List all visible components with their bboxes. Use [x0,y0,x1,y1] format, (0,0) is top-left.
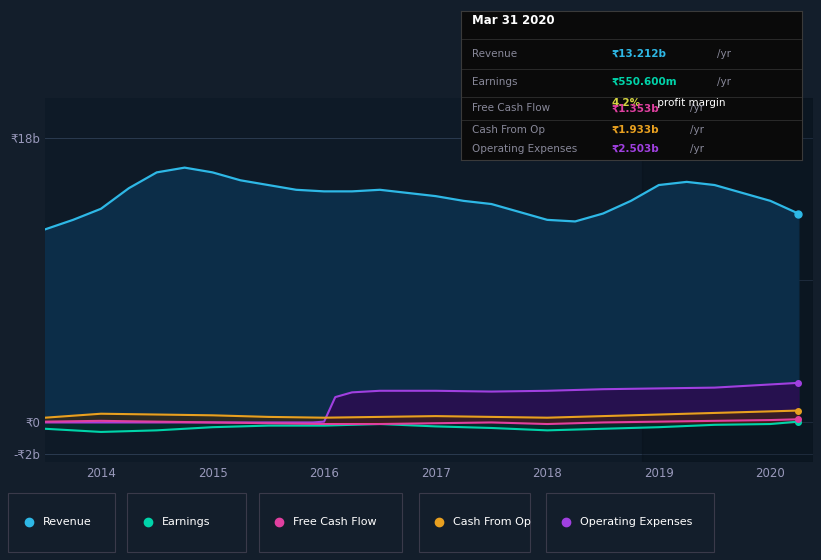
Text: Free Cash Flow: Free Cash Flow [293,517,377,527]
Text: Revenue: Revenue [471,49,516,59]
Bar [642,98,813,462]
Text: 4.2%: 4.2% [612,98,640,108]
Text: Operating Expenses: Operating Expenses [471,144,577,154]
Text: Cash From Op: Cash From Op [453,517,531,527]
Text: /yr: /yr [690,104,704,114]
Text: Cash From Op: Cash From Op [471,125,544,135]
Text: Mar 31 2020: Mar 31 2020 [471,15,554,27]
Text: ₹2.503b: ₹2.503b [612,144,659,154]
Text: Free Cash Flow: Free Cash Flow [471,104,550,114]
Text: /yr: /yr [690,125,704,135]
Text: Operating Expenses: Operating Expenses [580,517,693,527]
Text: Earnings: Earnings [162,517,210,527]
Text: Revenue: Revenue [43,517,91,527]
Text: /yr: /yr [717,49,731,59]
Text: /yr: /yr [717,77,731,87]
Text: profit margin: profit margin [654,98,726,108]
Text: ₹1.933b: ₹1.933b [612,125,659,135]
Text: ₹1.353b: ₹1.353b [612,104,659,114]
Text: ₹550.600m: ₹550.600m [612,77,677,87]
Text: /yr: /yr [690,144,704,154]
Text: ₹13.212b: ₹13.212b [612,49,667,59]
Text: Earnings: Earnings [471,77,517,87]
